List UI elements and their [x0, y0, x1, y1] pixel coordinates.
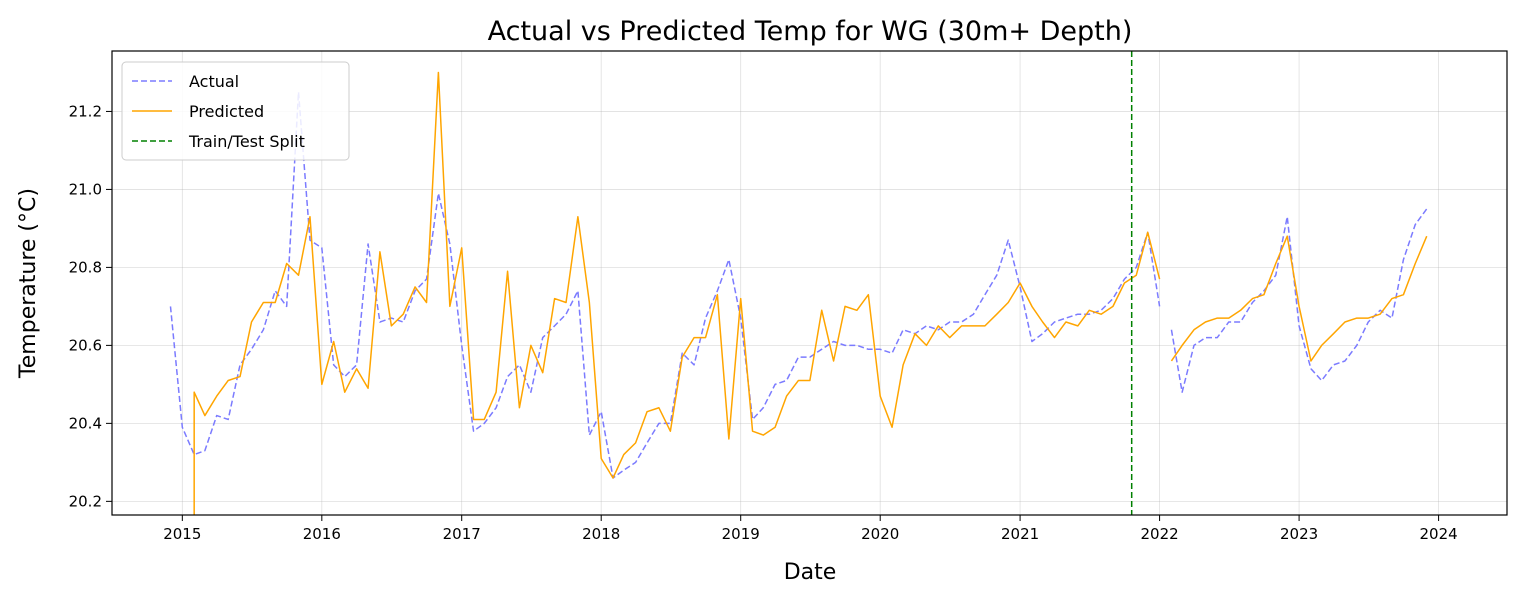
legend-label-predicted: Predicted [189, 102, 264, 121]
x-tick-label: 2020 [861, 525, 899, 543]
x-tick-label: 2015 [163, 525, 201, 543]
y-tick-label: 20.4 [69, 414, 102, 432]
chart-title: Actual vs Predicted Temp for WG (30m+ De… [488, 16, 1133, 47]
x-tick-label: 2017 [443, 525, 481, 543]
series-line-actual [169, 91, 1428, 479]
legend-label-split: Train/Test Split [188, 132, 305, 151]
x-tick-label: 2023 [1280, 525, 1318, 543]
legend: Actual Predicted Train/Test Split [121, 61, 350, 161]
y-tick-label: 20.6 [69, 336, 102, 354]
y-tick-label: 21.0 [69, 180, 102, 198]
y-axis-label: Temperature (°C) [16, 188, 41, 379]
axis-ticks: 2015 2016 2017 2018 2019 2020 2021 2022 2023 2024… [69, 102, 1458, 543]
x-tick-label: 2022 [1140, 525, 1178, 543]
x-tick-label: 2018 [582, 525, 620, 543]
y-tick-label: 21.2 [69, 102, 102, 120]
series-lines [169, 71, 1428, 515]
x-tick-label: 2021 [1001, 525, 1039, 543]
x-tick-label: 2024 [1419, 525, 1457, 543]
x-axis-label: Date [784, 560, 837, 585]
plot-frame [111, 50, 1508, 516]
series-line-predicted [193, 71, 1428, 515]
x-tick-label: 2019 [722, 525, 760, 543]
x-tick-label: 2016 [303, 525, 341, 543]
legend-label-actual: Actual [189, 72, 239, 91]
y-tick-label: 20.2 [69, 492, 102, 510]
y-tick-label: 20.8 [69, 258, 102, 276]
legend-box [121, 61, 350, 161]
